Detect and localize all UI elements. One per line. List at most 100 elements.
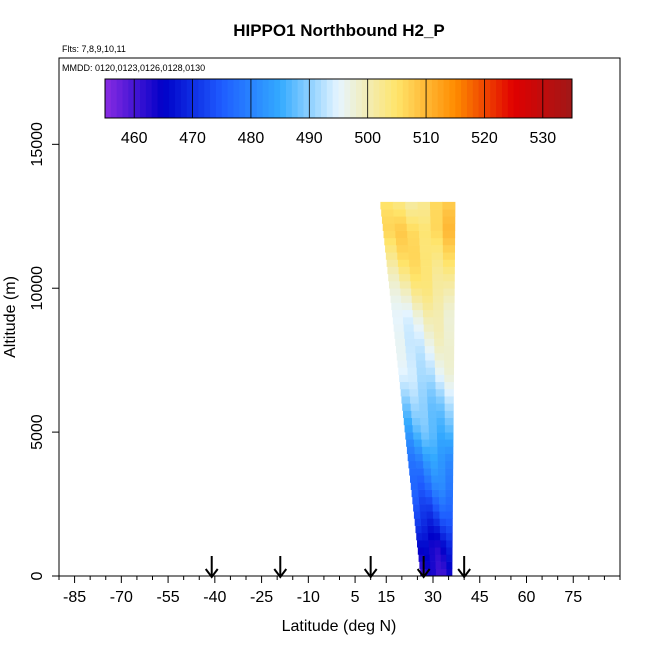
profile-cell [390, 295, 402, 303]
colorbar-segment [245, 79, 252, 118]
colorbar-segment [519, 79, 526, 118]
profile-cell [437, 439, 446, 447]
profile-cell [406, 439, 415, 447]
profile-cell [442, 201, 456, 210]
profile-cell [444, 424, 454, 433]
profile-cell [435, 561, 442, 570]
profile-cell [401, 302, 413, 311]
profile-cell [444, 352, 455, 361]
profile-cell [427, 525, 435, 534]
profile-cell [410, 281, 423, 289]
profile-cell [416, 532, 423, 541]
profile-cell [413, 317, 424, 325]
profile-cell [445, 496, 453, 505]
profile-cell [444, 388, 454, 397]
colorbar-segment [105, 79, 112, 118]
profile-cell [403, 417, 413, 426]
colorbar-segment [233, 79, 240, 118]
colorbar-segment [169, 79, 176, 118]
colorbar-segment [414, 79, 421, 118]
profile-cell [401, 396, 411, 404]
profile-cell [424, 554, 431, 562]
profile-cell [409, 388, 419, 397]
colorbar-segment [280, 79, 287, 118]
profile-cell [444, 367, 455, 375]
colorbar-tick-label: 510 [413, 130, 440, 147]
profile-cell [433, 331, 445, 339]
profile-cell [411, 417, 421, 426]
profile-cell [439, 496, 447, 505]
profile-cell [443, 273, 455, 282]
x-tick-label: 15 [377, 589, 395, 606]
profile-cell [445, 518, 453, 526]
profile-cell [435, 568, 442, 577]
colorbar-segment [186, 79, 194, 118]
profile-cell [421, 525, 429, 534]
profile-cell [404, 331, 415, 339]
profile-cell [435, 374, 445, 383]
profile-cell [421, 281, 434, 289]
colorbar-segment [110, 79, 118, 118]
profile-cell [445, 468, 454, 476]
profile-cell [445, 439, 454, 447]
colorbar-tick-label: 530 [529, 130, 556, 147]
profile-cell [397, 252, 410, 260]
x-tick-label: -40 [203, 589, 226, 606]
profile-cell [431, 482, 440, 490]
colorbar-segment [227, 79, 234, 118]
profile-cell [420, 424, 430, 433]
profile-cell [404, 338, 416, 347]
colorbar: 460 470 480 490 500 510 520 530 [104, 78, 573, 147]
profile-cell [423, 468, 432, 476]
profile-cell [414, 446, 423, 454]
profile-cell [434, 532, 441, 541]
profile-cell [415, 525, 423, 534]
y-tick-label: 15000 [29, 122, 46, 167]
colorbar-segment [525, 79, 532, 118]
profile-cell [434, 352, 445, 361]
profile-cell [424, 475, 432, 483]
profile-cell [440, 554, 447, 562]
profile-cell [404, 424, 414, 433]
profile-cell [431, 489, 440, 498]
colorbar-segment [122, 79, 129, 118]
profile-cell [440, 532, 447, 541]
profile-cell [399, 374, 409, 383]
profile-cell [408, 381, 419, 390]
profile-cell [411, 295, 423, 303]
profile-cell [422, 302, 434, 311]
colorbar-segment [449, 79, 456, 118]
profile-cell [432, 281, 444, 289]
profile-cell [444, 432, 454, 440]
profile-cell [424, 338, 435, 347]
profile-cell [414, 518, 422, 526]
profile-cell [413, 432, 422, 440]
colorbar-segment [215, 79, 223, 118]
profile-cell [417, 374, 427, 383]
profile-cell [402, 403, 412, 411]
profile-cell [438, 482, 447, 490]
profile-cell [431, 475, 439, 483]
profile-cell [414, 338, 426, 347]
colorbar-tick-label: 500 [354, 130, 381, 147]
profile-cell [442, 252, 455, 260]
profile-cell [437, 432, 446, 440]
profile-cell [406, 360, 417, 368]
colorbar-segment [356, 79, 363, 118]
profile-cell [435, 367, 445, 375]
profile-cell [435, 388, 446, 397]
profile-cell [397, 360, 408, 368]
colorbar-segment [315, 79, 322, 118]
profile-cell [429, 201, 443, 210]
colorbar-segment [326, 79, 334, 118]
colorbar-segment [175, 79, 182, 118]
profile-cell [402, 309, 414, 318]
colorbar-segment [192, 79, 199, 118]
profile-cell [421, 273, 433, 282]
profile-cell [412, 424, 422, 433]
profile-cell [382, 223, 396, 231]
colorbar-segment [338, 79, 345, 118]
profile-cell [434, 547, 442, 555]
profile-cell [432, 273, 444, 282]
